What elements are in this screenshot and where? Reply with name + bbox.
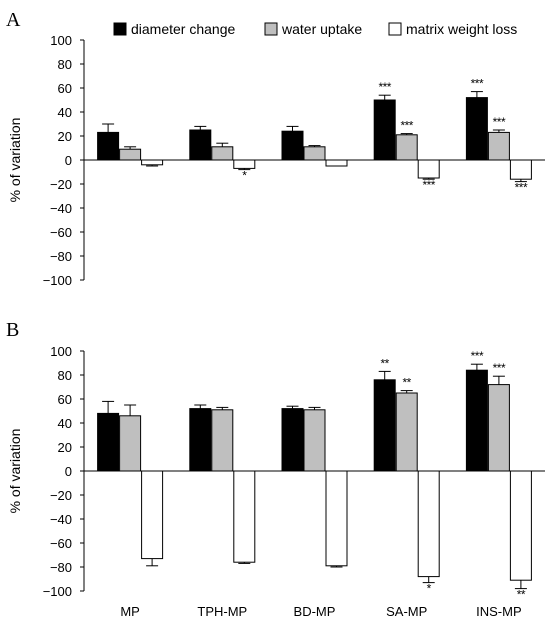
y-tick-label: 20 [58, 129, 72, 144]
bar-water-uptake [395, 392, 418, 472]
bar-diameter-change [373, 379, 396, 472]
panel-label: B [6, 319, 19, 341]
legend-label-water-uptake: water uptake [281, 21, 362, 37]
y-tick-label: −20 [50, 177, 72, 192]
x-tick-label: TPH-MP [197, 604, 247, 619]
y-tick-label: 60 [58, 81, 72, 96]
y-tick-label: 20 [58, 440, 72, 455]
bar-diameter-change [465, 369, 488, 472]
significance-marker: *** [378, 80, 391, 94]
bar-matrix-weight-loss [325, 159, 348, 167]
bar-water-uptake [211, 146, 234, 161]
y-tick-label: 40 [58, 416, 72, 431]
significance-marker: ** [381, 356, 390, 370]
y-tick-label: 100 [50, 344, 72, 359]
y-tick-label: −20 [50, 488, 72, 503]
bar-water-uptake [119, 415, 142, 472]
legend: diameter change water uptake matrix weig… [113, 21, 517, 37]
bar-matrix-weight-loss [233, 470, 256, 563]
legend-swatch-diameter-change [113, 22, 127, 36]
y-tick-label: 60 [58, 392, 72, 407]
y-tick-label: −40 [50, 512, 72, 527]
bar-matrix-weight-loss [141, 159, 164, 166]
significance-marker: *** [515, 181, 528, 195]
bar-diameter-change [189, 408, 212, 472]
bar-water-uptake [211, 409, 234, 472]
bar-matrix-weight-loss [233, 159, 256, 169]
bar-matrix-weight-loss [509, 159, 532, 180]
bar-diameter-change [281, 408, 304, 472]
y-tick-label: −80 [50, 249, 72, 264]
significance-marker: *** [471, 349, 484, 363]
significance-marker: ** [403, 376, 412, 390]
y-tick-label: 100 [50, 33, 72, 48]
y-tick-label: −100 [43, 273, 72, 288]
y-tick-label: 0 [65, 153, 72, 168]
y-tick-label: −60 [50, 225, 72, 240]
bar-diameter-change [97, 412, 120, 472]
bar-water-uptake [119, 148, 142, 161]
bar-diameter-change [465, 97, 488, 161]
bar-matrix-weight-loss [417, 470, 440, 578]
x-tick-label: SA-MP [386, 604, 427, 619]
bar-water-uptake [487, 131, 510, 161]
x-tick-label: MP [120, 604, 140, 619]
legend-swatch-matrix-weight-loss [388, 22, 402, 36]
legend-swatch-water-uptake [264, 22, 278, 36]
panel-b: B % of variation 100 80 60 40 20 0 −20 −40 −60 −80 −… [6, 319, 545, 619]
y-tick-label: 40 [58, 105, 72, 120]
bar-matrix-weight-loss [417, 159, 440, 179]
bar-matrix-weight-loss [325, 470, 348, 567]
y-tick-label: 0 [65, 464, 72, 479]
y-axis-label: % of variation [7, 429, 23, 514]
bar-diameter-change [189, 129, 212, 161]
y-tick-label: −100 [43, 584, 72, 599]
x-tick-label: BD-MP [294, 604, 336, 619]
significance-marker: *** [400, 119, 413, 133]
bar-diameter-change [281, 130, 304, 161]
y-tick-label: 80 [58, 57, 72, 72]
bar-matrix-weight-loss [141, 470, 164, 560]
significance-marker: ** [517, 588, 526, 602]
bar-water-uptake [487, 384, 510, 472]
significance-marker: *** [471, 77, 484, 91]
y-tick-label: −40 [50, 201, 72, 216]
bar-matrix-weight-loss [509, 470, 532, 581]
bar-water-uptake [395, 134, 418, 161]
y-tick-label: −80 [50, 560, 72, 575]
bar-water-uptake [303, 409, 326, 472]
legend-label-matrix-weight-loss: matrix weight loss [406, 21, 517, 37]
y-tick-label: −60 [50, 536, 72, 551]
significance-marker: * [242, 169, 247, 183]
panel-a: A % of variation 100 80 60 40 20 0 −20 −40 −60 −80 −… [6, 9, 545, 288]
y-axis-label: % of variation [7, 118, 23, 203]
bar-diameter-change [97, 131, 120, 161]
bar-water-uptake [303, 146, 326, 161]
panel-label: A [6, 9, 21, 31]
bar-diameter-change [373, 99, 396, 161]
significance-marker: * [427, 582, 432, 596]
y-tick-label: 80 [58, 368, 72, 383]
x-tick-label: INS-MP [476, 604, 522, 619]
significance-marker: *** [493, 115, 506, 129]
significance-marker: *** [493, 361, 506, 375]
significance-marker: *** [422, 178, 435, 192]
legend-label-diameter-change: diameter change [131, 21, 236, 37]
